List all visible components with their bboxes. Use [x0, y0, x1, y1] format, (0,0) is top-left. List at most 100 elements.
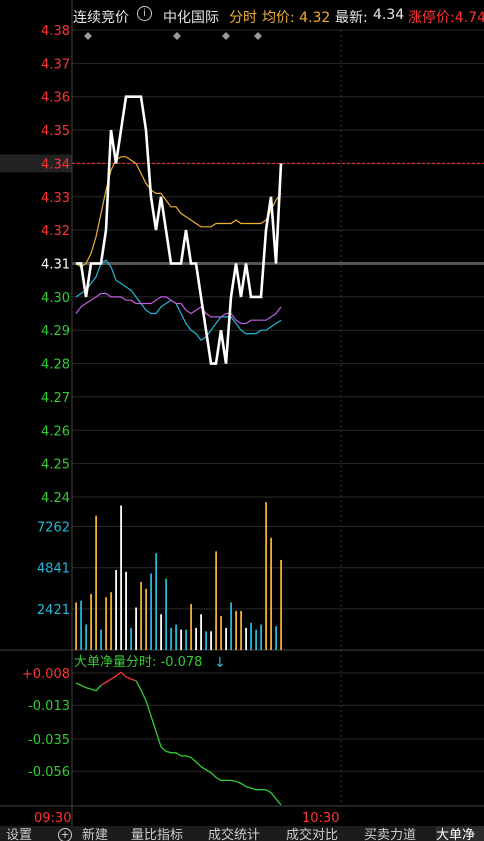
time-label-1030: 10:30 — [302, 811, 339, 826]
avg-price-label: 均价: 4.32 — [262, 10, 331, 26]
grid-lines — [0, 29, 484, 806]
volume-bar — [140, 582, 142, 650]
volume-bar — [150, 573, 152, 650]
auction-label: 连续竞价 — [73, 10, 129, 26]
mode-label[interactable]: 分时 — [229, 10, 257, 26]
net-volume-line — [75, 682, 102, 692]
net-volume-chart[interactable] — [75, 671, 282, 806]
volume-bar — [255, 629, 257, 650]
volume-bar — [180, 629, 182, 650]
time-axis: 09:30 10:30 — [34, 811, 339, 826]
volume-bar — [225, 627, 227, 650]
volume-bar — [155, 553, 157, 650]
volume-bar — [270, 537, 272, 650]
volume-bar — [215, 551, 217, 650]
volume-bar — [85, 624, 87, 650]
series-cyan-line — [75, 259, 282, 342]
info-circle-icon[interactable]: i — [137, 6, 152, 21]
latest-label: 最新: — [335, 10, 368, 26]
volume-bar — [275, 626, 277, 650]
price-tick-label: 4.26 — [41, 424, 70, 439]
volume-bar — [105, 597, 107, 650]
volume-bar — [95, 515, 97, 650]
volume-bar — [200, 614, 202, 650]
net-tick-label: -0.013 — [28, 699, 70, 714]
volume-bar — [115, 570, 117, 650]
net-volume-line — [135, 680, 282, 806]
price-tick-label: 4.29 — [41, 324, 70, 339]
net-tick-label: +0.008 — [22, 667, 70, 682]
volume-bar — [75, 602, 77, 650]
volume-bar — [175, 624, 177, 650]
volume-bar — [90, 593, 92, 650]
time-label-start: 09:30 — [34, 811, 71, 826]
down-arrow-icon: ↓ — [214, 655, 226, 671]
volume-bar — [230, 602, 232, 650]
tab-buy-sell-force[interactable]: 买卖力道 — [364, 828, 417, 841]
tab-new[interactable]: 新建 — [82, 828, 109, 841]
price-tick-label: 4.28 — [41, 358, 70, 373]
chart-header: 连续竞价 i 中化国际 分时 均价: 4.32 最新: 4.34 涨停价:4.7… — [0, 0, 484, 32]
price-tick-label: 4.33 — [41, 191, 70, 206]
current-price-band — [0, 154, 72, 173]
bottom-tab-bar: 设置 + 新建 量比指标 成交统计 成交对比 买卖力道 大单净 — [0, 826, 484, 841]
volume-bar — [160, 614, 162, 650]
volume-chart[interactable] — [75, 502, 282, 650]
series-purple-line — [75, 292, 282, 325]
price-chart[interactable] — [75, 95, 283, 365]
event-marker — [84, 32, 92, 40]
price-tick-label: 4.38 — [41, 24, 70, 39]
volume-bar — [220, 616, 222, 650]
volume-bar — [170, 627, 172, 650]
limit-up-label: 涨停价:4.74 — [408, 10, 484, 26]
price-tick-label: 4.27 — [41, 391, 70, 406]
price-axis: 4.38 4.37 4.36 4.35 4.34 4.33 4.32 4.31 4.30 4.29… — [41, 24, 70, 506]
price-tick-label: 4.24 — [41, 491, 70, 506]
price-tick-label: 4.31 — [41, 258, 70, 273]
event-markers — [84, 32, 262, 40]
volume-bar — [120, 505, 122, 650]
tab-trade-stats[interactable]: 成交统计 — [208, 828, 261, 841]
volume-bar — [205, 631, 207, 650]
volume-bar — [100, 629, 102, 650]
price-tick-label: 4.25 — [41, 458, 70, 473]
event-marker — [173, 32, 181, 40]
volume-bar — [280, 559, 282, 650]
net-tick-label: -0.056 — [28, 765, 70, 780]
volume-bar — [265, 502, 267, 650]
volume-bar — [165, 578, 167, 650]
price-tick-label: 4.30 — [41, 291, 70, 306]
volume-bar — [80, 600, 82, 650]
volume-bar — [250, 622, 252, 650]
volume-bar — [210, 631, 212, 650]
series-avg-line — [75, 156, 282, 268]
volume-bar — [260, 624, 262, 650]
volume-bar — [135, 607, 137, 650]
volume-bar — [125, 571, 127, 650]
volume-bar — [245, 627, 247, 650]
add-icon[interactable]: + — [58, 828, 72, 841]
volume-bar — [110, 592, 112, 650]
volume-bar — [195, 627, 197, 650]
stock-name[interactable]: 中化国际 — [163, 10, 219, 26]
volume-tick-label: 7262 — [37, 521, 70, 536]
price-tick-label: 4.36 — [41, 91, 70, 106]
price-tick-label: 4.34 — [41, 157, 70, 172]
volume-bar — [130, 627, 132, 650]
latest-value: 4.34 — [373, 7, 405, 23]
volume-axis: 7262 4841 2421 — [37, 521, 70, 618]
volume-bar — [240, 610, 242, 650]
tab-volume-ratio[interactable]: 量比指标 — [131, 828, 184, 841]
tab-settings[interactable]: 设置 — [6, 828, 33, 841]
price-tick-label: 4.35 — [41, 124, 70, 139]
net-volume-axis: +0.008 -0.013 -0.035 -0.056 — [22, 667, 70, 780]
tab-trade-compare[interactable]: 成交对比 — [286, 828, 339, 841]
price-tick-label: 4.32 — [41, 224, 70, 239]
net-volume-line — [100, 671, 137, 686]
tab-big-order-net[interactable]: 大单净 — [436, 826, 484, 841]
event-marker — [222, 32, 230, 40]
event-marker — [254, 32, 262, 40]
series-price-line — [76, 95, 283, 365]
